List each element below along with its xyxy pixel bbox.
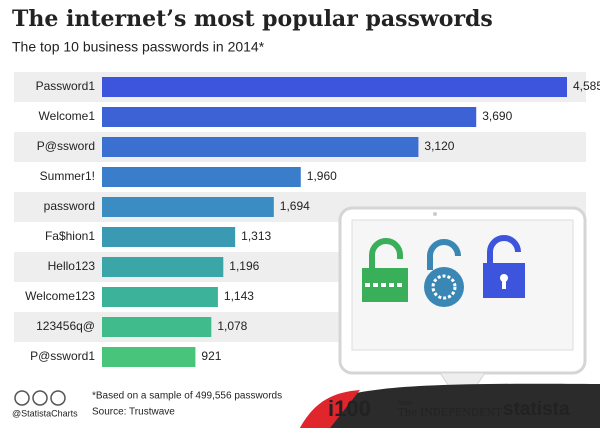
chart-subtitle: The top 10 business passwords in 2014* <box>12 39 265 55</box>
y-tick-label: password <box>44 199 95 213</box>
y-tick-label: Fa$hion1 <box>45 229 95 243</box>
y-tick-label: Hello123 <box>48 259 96 273</box>
bar <box>102 197 274 217</box>
bar <box>102 287 218 307</box>
value-label: 4,585 <box>573 79 600 93</box>
value-label: 1,694 <box>280 199 310 213</box>
y-tick-label: P@ssword <box>37 139 95 153</box>
y-tick-label: Welcome123 <box>25 289 95 303</box>
monitor-illustration <box>338 206 587 400</box>
bar <box>102 347 196 367</box>
chart-title: The internet’s most popular passwords <box>12 6 493 32</box>
value-label: 1,313 <box>241 229 271 243</box>
value-label: 921 <box>201 349 221 363</box>
y-tick-label: 123456q@ <box>36 319 95 333</box>
bar <box>102 227 236 247</box>
y-tick-label: P@ssword1 <box>30 349 95 363</box>
bar <box>102 137 419 157</box>
y-tick-label: Summer1! <box>40 169 95 183</box>
bar <box>102 167 301 187</box>
value-label: 1,143 <box>224 289 254 303</box>
value-label: 3,690 <box>482 109 512 123</box>
source: Source: Trustwave <box>92 407 175 418</box>
value-label: 1,960 <box>307 169 337 183</box>
partner-logo: i100 <box>328 396 371 421</box>
bar <box>102 107 477 127</box>
partner-name: The INDEPENDENT <box>398 408 502 419</box>
brand: statista <box>503 399 570 420</box>
value-label: 3,120 <box>424 139 454 153</box>
bar <box>102 77 567 97</box>
footnote: *Based on a sample of 499,556 passwords <box>92 391 282 402</box>
value-label: 1,078 <box>217 319 247 333</box>
handle: @StatistaCharts <box>12 408 78 418</box>
y-tick-label: Welcome1 <box>39 109 96 123</box>
partner-from: from <box>398 400 412 407</box>
value-label: 1,196 <box>229 259 259 273</box>
bar <box>102 257 224 277</box>
y-tick-label: Password1 <box>36 79 96 93</box>
bar <box>102 317 212 337</box>
footer: @StatistaCharts *Based on a sample of 49… <box>12 383 600 428</box>
